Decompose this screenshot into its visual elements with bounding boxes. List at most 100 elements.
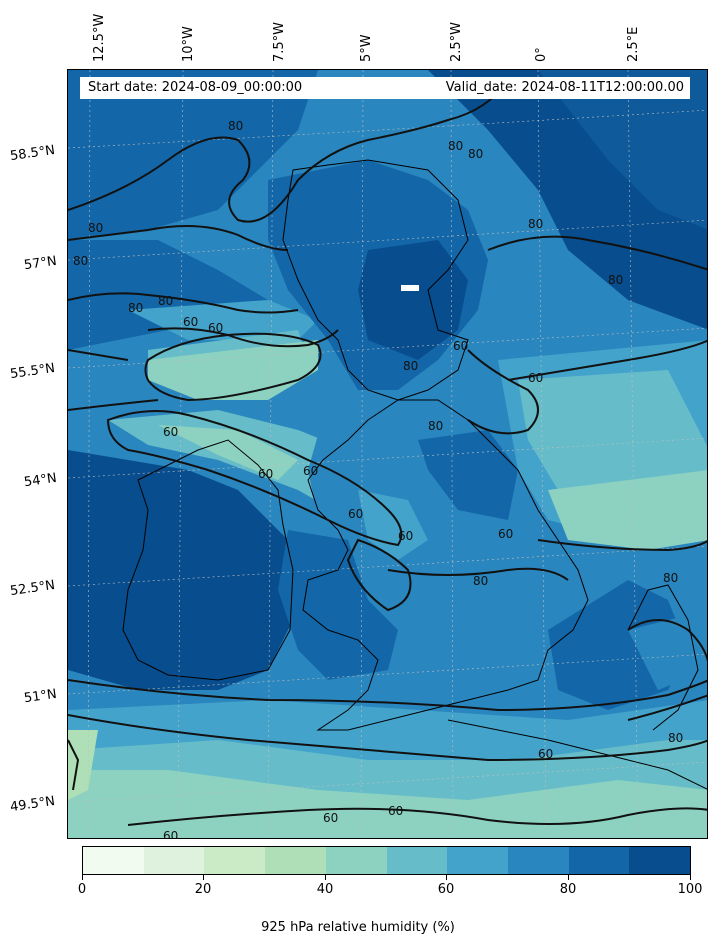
- contour-80-w: [68, 292, 299, 314]
- lat-label-54n: 54°N: [23, 470, 58, 491]
- humidity-region-ireland: [68, 450, 298, 690]
- contour-80-w2: [147, 327, 339, 348]
- lat-label-49.5n: 49.5°N: [9, 793, 56, 816]
- lat-label-52.5n: 52.5°N: [9, 577, 56, 600]
- contour-label: 60: [528, 371, 543, 385]
- humidity-region-nw-80: [68, 70, 318, 240]
- lat-label-57n: 57°N: [23, 253, 58, 274]
- contour-label: 80: [668, 731, 683, 745]
- ireland-coast: [122, 439, 294, 681]
- lon-label-2.5e: 2.5°E: [626, 26, 641, 62]
- contour-label: 80: [403, 359, 418, 373]
- contour-label: 80: [128, 301, 143, 315]
- contour-label: 60: [208, 321, 223, 335]
- contour-label: 80: [663, 571, 678, 585]
- map-svg: 80 80 80 80 80 80 80 80 80 80 80 80 80 8…: [68, 70, 707, 839]
- colorbar-tick: [203, 875, 204, 880]
- contour-60-south: [68, 714, 707, 762]
- contour-60-irish-sea: [106, 410, 403, 547]
- lon-label-5w: 5°W: [359, 34, 374, 62]
- lon-label-7.5w: 7.5°W: [272, 21, 287, 62]
- valid-date-text: Valid_date: 2024-08-11T12:00:00.00: [445, 80, 684, 95]
- contour-60-midlands: [346, 538, 412, 612]
- humidity-map[interactable]: 80 80 80 80 80 80 80 80 80 80 80 80 80 8…: [67, 69, 708, 839]
- contour-60-ne-coast: [467, 349, 539, 435]
- humidity-region-ne-85: [538, 70, 707, 230]
- contour-label-group: 80 80 80 80 80 80 80 80 80 80 80 80 80 8…: [73, 119, 683, 839]
- contour-label: 80: [428, 419, 443, 433]
- contour-80-nw: [68, 225, 289, 251]
- humidity-region-ne-light: [548, 470, 707, 550]
- colorbar-segment: [204, 847, 266, 874]
- contour-label: 60: [348, 507, 363, 521]
- contour-60-far-south: [127, 807, 707, 826]
- contour-80-se2: [627, 694, 707, 721]
- colorbar-tick-label: 40: [316, 882, 334, 897]
- contour-80-w3: [68, 349, 129, 361]
- humidity-region-highlands: [358, 240, 468, 360]
- colorbar-tick: [568, 875, 569, 880]
- contour-80-ne: [487, 235, 707, 271]
- colorbar-tick: [82, 875, 83, 880]
- contour-80-central: [387, 567, 569, 581]
- lat-label-55.5n: 55.5°N: [9, 360, 56, 383]
- contour-label: 80: [473, 574, 488, 588]
- colorbar-segment: [386, 847, 448, 874]
- contour-60-north-sea2: [537, 539, 707, 552]
- contour-lines: [68, 79, 707, 826]
- contour-label: 80: [228, 119, 243, 133]
- start-date-text: Start date: 2024-08-09_00:00:00: [88, 80, 303, 95]
- contour-label: 60: [398, 529, 413, 543]
- colorbar-segment: [447, 847, 508, 874]
- humidity-region-midlands: [358, 490, 428, 560]
- colorbar-segment: [325, 847, 387, 874]
- colorbar-segment: [143, 847, 205, 874]
- contour-60-sw: [68, 739, 80, 791]
- contour-label: 60: [323, 811, 338, 825]
- colorbar-tick: [446, 875, 447, 880]
- lon-label-10w: 10°W: [181, 26, 196, 62]
- lon-label-2.5w: 2.5°W: [449, 21, 464, 62]
- contour-label: 60: [183, 315, 198, 329]
- contour-60-north-sea: [507, 339, 707, 381]
- humidity-band-w-70: [128, 300, 318, 340]
- colorbar-segment: [629, 847, 691, 874]
- colorbar-tick-label: 20: [194, 882, 212, 897]
- colorbar-label: 925 hPa relative humidity (%): [261, 920, 455, 935]
- france-coast: [447, 719, 707, 790]
- colorbar-tick-label: 80: [559, 882, 577, 897]
- contour-label: 80: [608, 273, 623, 287]
- colorbar-tick-label: 100: [677, 882, 703, 897]
- colorbar-segment: [568, 847, 630, 874]
- colorbar-tick: [325, 875, 326, 880]
- missing-data-patch: [401, 285, 419, 291]
- humidity-region-w-55: [148, 340, 318, 400]
- contour-label: 60: [303, 464, 318, 478]
- contour-80-north: [68, 79, 509, 223]
- humidity-region-south-lighter: [68, 770, 707, 838]
- graticule: [68, 70, 707, 838]
- colorbar-segment: [83, 847, 144, 874]
- colorbar-segment: [265, 847, 326, 874]
- lon-label-12.5w: 12.5°W: [92, 13, 107, 62]
- colorbar-tick: [690, 875, 691, 880]
- contour-label: 60: [453, 339, 468, 353]
- contour-80-south: [68, 679, 707, 712]
- contour-80-se: [627, 619, 707, 662]
- contour-label: 80: [158, 294, 173, 308]
- humidity-region-irish-sea-light: [158, 425, 298, 480]
- contour-label: 60: [258, 467, 273, 481]
- contour-label: 80: [448, 139, 463, 153]
- colorbar-segment: [507, 847, 569, 874]
- contour-label: 80: [88, 221, 103, 235]
- lat-label-51n: 51°N: [23, 686, 58, 707]
- contour-label: 80: [528, 217, 543, 231]
- coastlines: [122, 159, 707, 790]
- lon-label-0: 0°: [534, 47, 549, 62]
- colorbar-tick-label: 0: [77, 882, 87, 897]
- scotland-coast: [282, 159, 469, 401]
- date-info-bar: Start date: 2024-08-09_00:00:00 Valid_da…: [80, 77, 690, 99]
- contour-label: 60: [388, 804, 403, 818]
- continent-coast: [627, 584, 699, 731]
- contour-label: 60: [163, 829, 178, 839]
